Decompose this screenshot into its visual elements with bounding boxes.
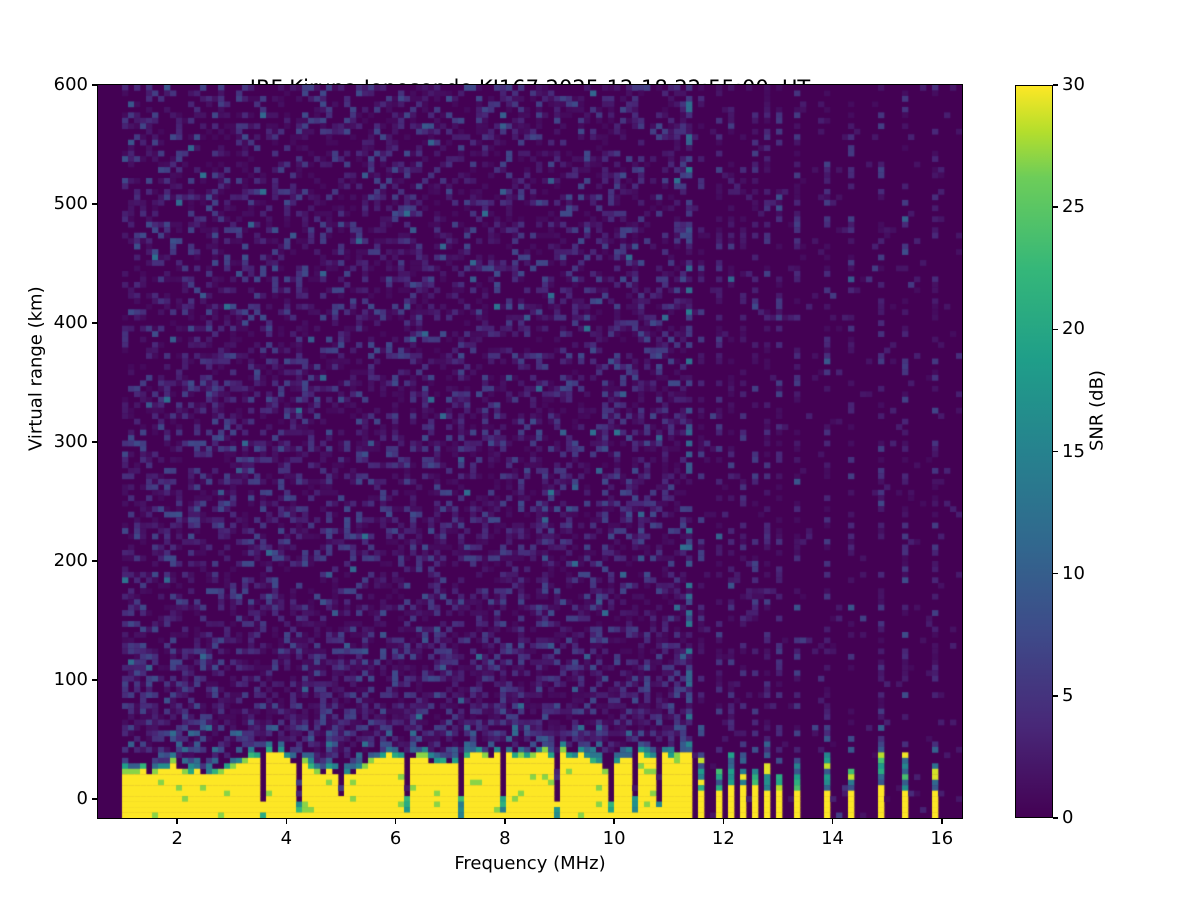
y-tick-label: 400 [53,311,88,333]
colorbar-tick-mark [1053,450,1058,453]
x-tick-mark [394,819,397,824]
y-tick-mark [92,322,97,324]
x-tick-label: 4 [280,828,293,849]
colorbar-tick-mark [1053,572,1058,575]
colorbar-tick-label: 0 [1062,807,1074,828]
x-tick-label: 12 [711,828,735,849]
colorbar-tick-label: 25 [1062,196,1085,218]
x-tick-label: 16 [930,828,954,849]
x-tick-mark [504,819,506,824]
y-tick-label: 500 [53,192,88,214]
x-tick-label: 8 [499,828,511,849]
x-tick-label: 14 [821,828,845,849]
y-tick-mark [92,441,97,443]
colorbar-tick-mark [1053,206,1058,208]
x-tick-mark [831,819,834,824]
x-tick-label: 6 [389,828,402,849]
x-tick-mark [940,819,943,824]
y-tick-mark [92,560,97,562]
x-tick-mark [285,819,288,824]
x-tick-mark [722,819,725,824]
ionogram-heatmap [98,85,962,818]
x-axis-label: Frequency (MHz) [454,853,606,874]
colorbar-tick-label: 5 [1062,684,1074,706]
y-tick-mark [92,798,97,800]
y-tick-label: 100 [53,668,88,690]
colorbar-tick-mark [1053,695,1058,697]
colorbar-tick-mark [1053,817,1058,819]
colorbar-tick-mark [1053,328,1058,331]
y-tick-label: 300 [53,430,88,452]
y-tick-label: 200 [53,549,88,571]
y-tick-mark [92,203,97,205]
colorbar-tick-label: 30 [1062,74,1085,95]
y-tick-mark [92,679,97,681]
y-tick-label: 0 [76,787,88,809]
x-tick-label: 2 [171,828,183,849]
x-tick-mark [176,819,178,824]
colorbar-tick-mark [1053,84,1058,86]
y-tick-mark [92,84,97,86]
y-tick-label: 600 [53,74,88,95]
colorbar [1015,85,1053,818]
x-tick-label: 10 [602,828,626,849]
colorbar-tick-label: 10 [1062,562,1085,584]
x-tick-mark [613,819,615,824]
colorbar-tick-label: 20 [1062,318,1085,340]
colorbar-tick-label: 15 [1062,440,1085,462]
